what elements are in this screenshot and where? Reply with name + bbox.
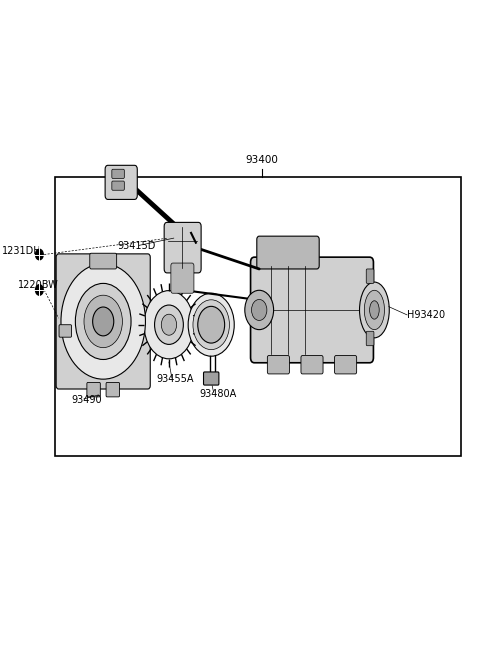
- FancyBboxPatch shape: [204, 372, 219, 385]
- Text: 1231DH: 1231DH: [2, 245, 42, 256]
- FancyBboxPatch shape: [366, 269, 374, 283]
- FancyBboxPatch shape: [335, 356, 357, 374]
- Circle shape: [36, 285, 43, 295]
- Text: 93415D: 93415D: [118, 241, 156, 251]
- FancyBboxPatch shape: [87, 382, 100, 397]
- Circle shape: [36, 249, 43, 260]
- FancyBboxPatch shape: [251, 257, 373, 363]
- Ellipse shape: [364, 290, 384, 330]
- FancyBboxPatch shape: [90, 253, 117, 269]
- Circle shape: [155, 305, 183, 344]
- Circle shape: [84, 295, 122, 348]
- FancyBboxPatch shape: [112, 181, 124, 190]
- Circle shape: [188, 293, 234, 356]
- FancyBboxPatch shape: [106, 382, 120, 397]
- Circle shape: [161, 314, 177, 335]
- Text: 93480A: 93480A: [199, 388, 237, 399]
- Text: 93400: 93400: [245, 155, 278, 165]
- FancyBboxPatch shape: [112, 169, 124, 178]
- Circle shape: [245, 290, 274, 330]
- Circle shape: [198, 306, 225, 343]
- FancyBboxPatch shape: [56, 254, 150, 389]
- FancyBboxPatch shape: [105, 165, 137, 199]
- Circle shape: [93, 307, 114, 336]
- FancyBboxPatch shape: [267, 356, 289, 374]
- FancyBboxPatch shape: [366, 331, 374, 346]
- Text: 93455A: 93455A: [156, 374, 193, 384]
- Circle shape: [75, 283, 131, 359]
- Bar: [55, 177, 461, 456]
- Text: 1220BW: 1220BW: [18, 280, 59, 291]
- Circle shape: [61, 264, 145, 379]
- FancyBboxPatch shape: [301, 356, 323, 374]
- Circle shape: [144, 291, 194, 359]
- FancyBboxPatch shape: [257, 236, 319, 269]
- Circle shape: [252, 299, 267, 321]
- Text: H93420: H93420: [407, 310, 445, 320]
- Circle shape: [193, 300, 229, 350]
- Ellipse shape: [370, 300, 379, 319]
- FancyBboxPatch shape: [59, 325, 72, 337]
- Ellipse shape: [360, 282, 389, 338]
- FancyBboxPatch shape: [164, 222, 201, 273]
- FancyBboxPatch shape: [171, 263, 194, 293]
- Text: 93490: 93490: [71, 395, 102, 405]
